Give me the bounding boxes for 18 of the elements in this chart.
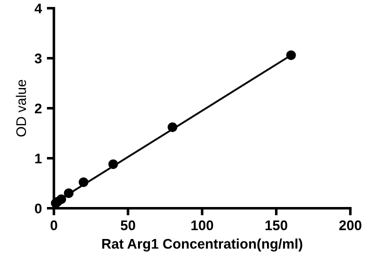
- point: [168, 122, 178, 132]
- point: [108, 159, 118, 170]
- point: [286, 50, 296, 60]
- x-tick-label: 150: [266, 220, 288, 230]
- y-axis-title: OD value: [16, 80, 26, 137]
- y-tick-label: 3: [34, 54, 42, 64]
- x-tick-label: 50: [120, 220, 136, 230]
- y-tick-label: 2: [34, 104, 42, 114]
- x-tick-label: 0: [50, 220, 58, 230]
- x-axis-title: Rat Arg1 Concentration(ng/ml): [102, 238, 302, 252]
- point: [56, 194, 66, 204]
- point: [64, 188, 74, 198]
- x-tick-label: 200: [339, 220, 362, 230]
- y-tick-label: 0: [34, 204, 42, 214]
- point: [78, 177, 88, 188]
- y-tick-label: 1: [35, 154, 42, 164]
- y-tick-label: 4: [34, 4, 42, 14]
- x-tick-label: 100: [191, 220, 214, 230]
